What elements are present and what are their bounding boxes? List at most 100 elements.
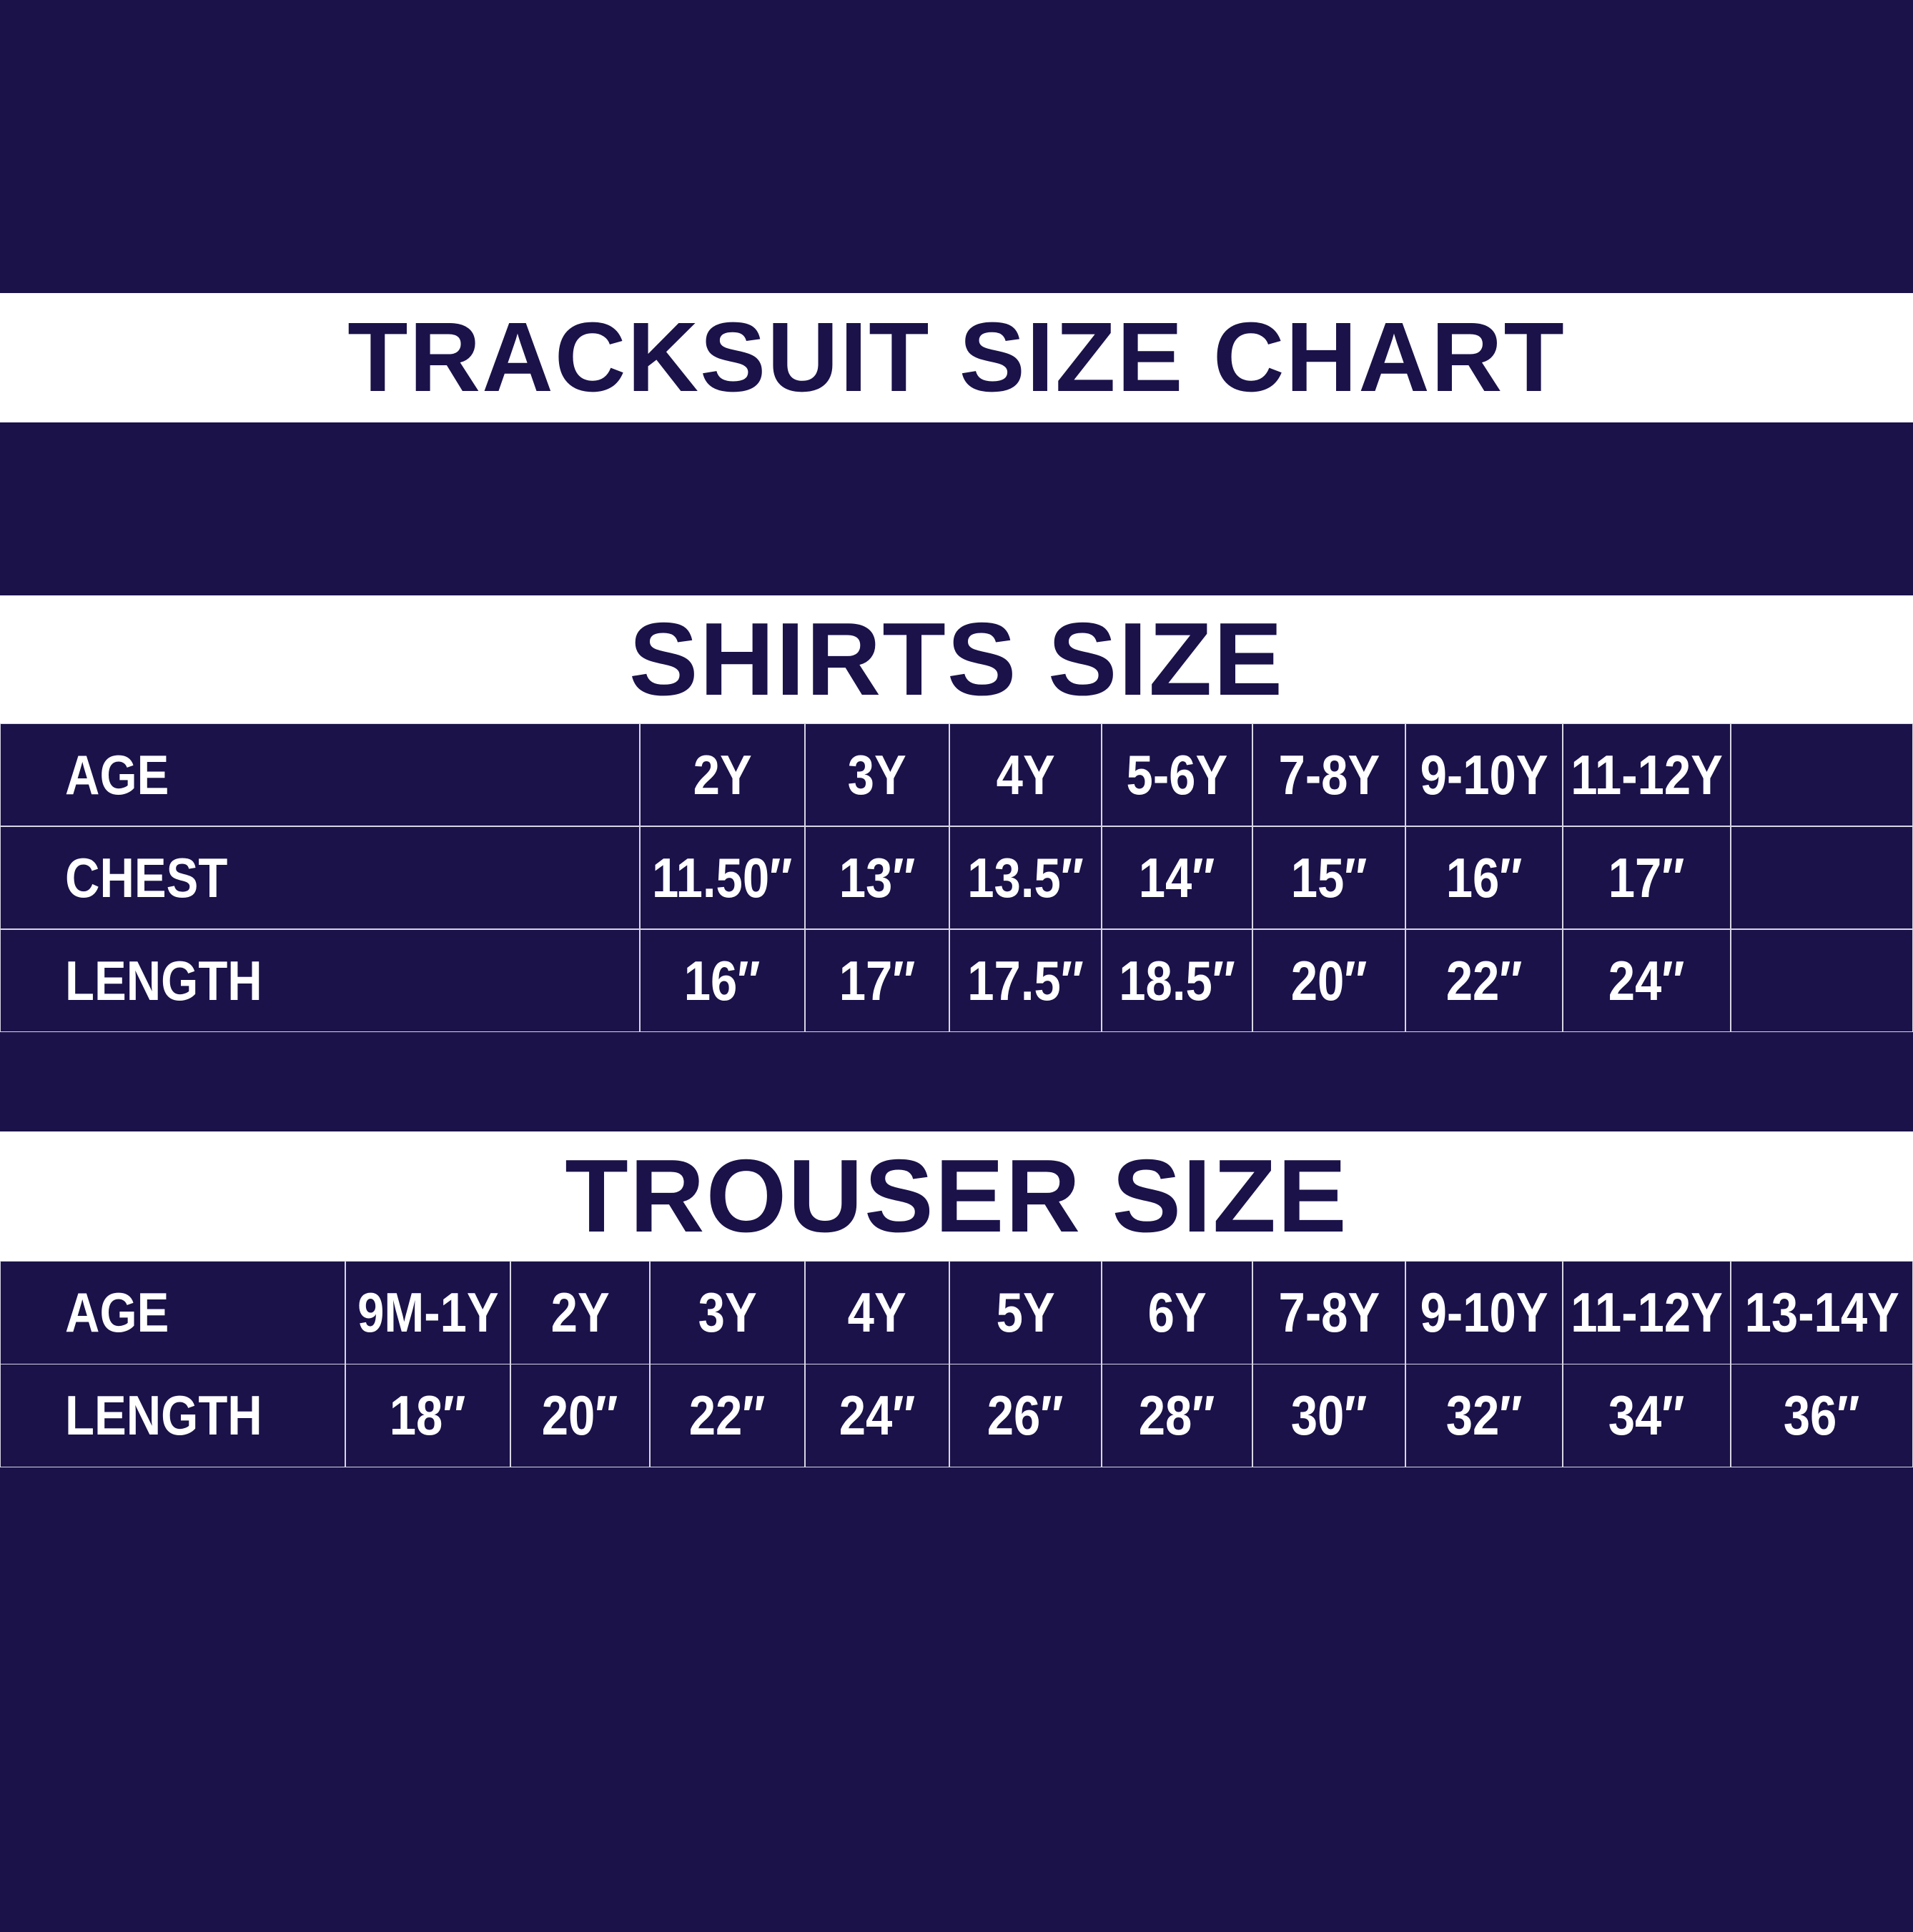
cell-value: 7-8Y bbox=[1278, 743, 1380, 806]
table-cell: 13″ bbox=[805, 826, 949, 929]
table-cell: 18.5″ bbox=[1102, 929, 1252, 1032]
cell-value: 11-12Y bbox=[1571, 1281, 1723, 1344]
cell-value: 16″ bbox=[684, 948, 761, 1012]
cell-value: 4Y bbox=[996, 743, 1055, 806]
cell-value: 20″ bbox=[1290, 948, 1368, 1012]
table-cell: 17.5″ bbox=[949, 929, 1102, 1032]
cell-value: 22″ bbox=[1445, 948, 1523, 1012]
table-cell: 30″ bbox=[1252, 1364, 1405, 1467]
cell-value: 22″ bbox=[689, 1384, 766, 1447]
table-cell: 3Y bbox=[805, 723, 949, 826]
table-cell: 22″ bbox=[650, 1364, 805, 1467]
table-cell: 34″ bbox=[1563, 1364, 1731, 1467]
table-cell: 14″ bbox=[1102, 826, 1252, 929]
cell-value: 28″ bbox=[1139, 1384, 1215, 1447]
row-label: CHEST bbox=[65, 846, 228, 909]
cell-value: 9-10Y bbox=[1420, 1281, 1548, 1344]
table-cell: 13.5″ bbox=[949, 826, 1102, 929]
cell-value: 30″ bbox=[1290, 1384, 1368, 1447]
cell-value: 17″ bbox=[839, 948, 916, 1012]
title-band: TRACKSUIT SIZE CHART bbox=[0, 293, 1913, 422]
table-cell: 2Y bbox=[510, 1261, 650, 1364]
cell-value: 9-10Y bbox=[1420, 743, 1548, 806]
page-title: TRACKSUIT SIZE CHART bbox=[347, 302, 1566, 412]
table-cell: 7-8Y bbox=[1252, 1261, 1405, 1364]
cell-value: 14″ bbox=[1139, 846, 1215, 909]
table-cell: 9-10Y bbox=[1405, 723, 1563, 826]
table-cell: 7-8Y bbox=[1252, 723, 1405, 826]
table-cell: 2Y bbox=[640, 723, 805, 826]
table-cell: 16″ bbox=[640, 929, 805, 1032]
table-cell bbox=[1731, 826, 1913, 929]
table-cell: 32″ bbox=[1405, 1364, 1563, 1467]
cell-value: 11-12Y bbox=[1571, 743, 1723, 806]
cell-value: 34″ bbox=[1608, 1384, 1685, 1447]
table-cell: 20″ bbox=[1252, 929, 1405, 1032]
cell-value: 20″ bbox=[542, 1384, 618, 1447]
table-cell: 3Y bbox=[650, 1261, 805, 1364]
table-cell: 24″ bbox=[1563, 929, 1731, 1032]
cell-value: 3Y bbox=[698, 1281, 757, 1344]
table-cell: 15″ bbox=[1252, 826, 1405, 929]
row-label: AGE bbox=[65, 743, 169, 806]
table-cell: 11.50″ bbox=[640, 826, 805, 929]
row-label: AGE bbox=[65, 1281, 169, 1344]
cell-value: 11.50″ bbox=[652, 846, 793, 909]
cell-value: 9M-1Y bbox=[357, 1281, 499, 1344]
cell-value: 5Y bbox=[996, 1281, 1055, 1344]
cell-value: 6Y bbox=[1147, 1281, 1207, 1344]
cell-value: 13-14Y bbox=[1744, 1281, 1899, 1344]
table-cell: 5-6Y bbox=[1102, 723, 1252, 826]
table-cell: 18″ bbox=[345, 1364, 510, 1467]
cell-value: 24″ bbox=[1608, 948, 1685, 1012]
cell-value: 2Y bbox=[693, 743, 752, 806]
table-cell: 4Y bbox=[949, 723, 1102, 826]
table-cell: 24″ bbox=[805, 1364, 949, 1467]
table-cell: 5Y bbox=[949, 1261, 1102, 1364]
table-cell: 20″ bbox=[510, 1364, 650, 1467]
table-cell: 22″ bbox=[1405, 929, 1563, 1032]
cell-value: 36″ bbox=[1784, 1384, 1860, 1447]
cell-value: 13″ bbox=[839, 846, 916, 909]
row-label-cell: AGE bbox=[0, 723, 640, 826]
table-cell bbox=[1731, 723, 1913, 826]
cell-value: 18.5″ bbox=[1119, 948, 1235, 1012]
table-cell bbox=[1731, 929, 1913, 1032]
table-cell: 36″ bbox=[1731, 1364, 1913, 1467]
table-cell: 17″ bbox=[1563, 826, 1731, 929]
cell-value: 17.5″ bbox=[967, 948, 1084, 1012]
cell-value: 26″ bbox=[987, 1384, 1064, 1447]
row-label-cell: AGE bbox=[0, 1261, 345, 1364]
cell-value: 13.5″ bbox=[967, 846, 1084, 909]
cell-value: 16″ bbox=[1445, 846, 1523, 909]
row-label: LENGTH bbox=[65, 948, 262, 1012]
cell-value: 32″ bbox=[1445, 1384, 1523, 1447]
trousers-heading: TROUSER SIZE bbox=[565, 1138, 1348, 1254]
table-cell: 17″ bbox=[805, 929, 949, 1032]
table-cell: 26″ bbox=[949, 1364, 1102, 1467]
cell-value: 18″ bbox=[390, 1384, 466, 1447]
cell-value: 3Y bbox=[847, 743, 907, 806]
row-label-cell: CHEST bbox=[0, 826, 640, 929]
cell-value: 2Y bbox=[550, 1281, 610, 1344]
cell-value: 7-8Y bbox=[1278, 1281, 1380, 1344]
cell-value: 17″ bbox=[1608, 846, 1685, 909]
table-cell: 11-12Y bbox=[1563, 1261, 1731, 1364]
table-cell: 6Y bbox=[1102, 1261, 1252, 1364]
row-label-cell: LENGTH bbox=[0, 1364, 345, 1467]
trousers-heading-band: TROUSER SIZE bbox=[0, 1131, 1913, 1261]
table-cell: 4Y bbox=[805, 1261, 949, 1364]
cell-value: 4Y bbox=[847, 1281, 907, 1344]
table-cell: 9M-1Y bbox=[345, 1261, 510, 1364]
table-cell: 11-12Y bbox=[1563, 723, 1731, 826]
table-cell: 9-10Y bbox=[1405, 1261, 1563, 1364]
cell-value: 15″ bbox=[1290, 846, 1368, 909]
table-cell: 13-14Y bbox=[1731, 1261, 1913, 1364]
row-label-cell: LENGTH bbox=[0, 929, 640, 1032]
table-cell: 16″ bbox=[1405, 826, 1563, 929]
shirts-heading-band: SHIRTS SIZE bbox=[0, 595, 1913, 723]
cell-value: 24″ bbox=[839, 1384, 916, 1447]
row-label: LENGTH bbox=[65, 1384, 262, 1447]
shirts-heading: SHIRTS SIZE bbox=[628, 601, 1285, 717]
cell-value: 5-6Y bbox=[1126, 743, 1228, 806]
